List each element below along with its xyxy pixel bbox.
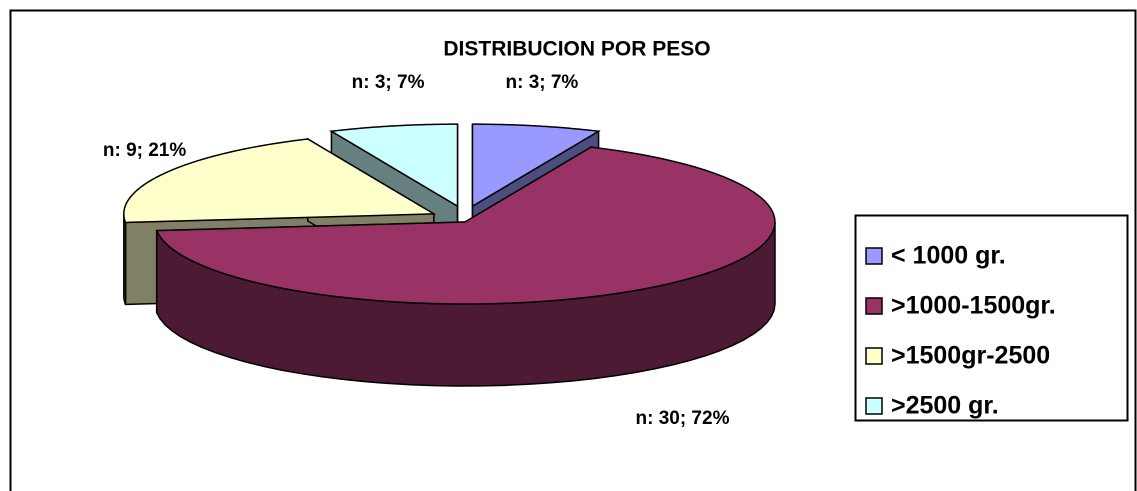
legend-label: >2500 gr.: [891, 392, 999, 420]
slice: [155, 145, 776, 387]
legend-swatch: [865, 347, 883, 365]
legend-label: < 1000 gr.: [891, 242, 1006, 270]
slice-wall: [123, 213, 127, 305]
slice-top: [471, 123, 601, 208]
legend-swatch: [865, 397, 883, 415]
legend-label: >1500gr-2500: [891, 342, 1050, 370]
legend-label: >1000-1500gr.: [891, 292, 1056, 320]
slice-top: [123, 138, 437, 224]
data-label: n: 30; 72%: [635, 408, 729, 429]
legend-swatch: [865, 297, 883, 315]
slice-top: [155, 146, 776, 305]
legend-swatch: [865, 247, 883, 265]
chart-title: DISTRIBUCION POR PESO: [443, 38, 710, 61]
data-label: n: 3; 7%: [505, 72, 578, 93]
data-label: n: 9; 21%: [103, 140, 187, 161]
data-label: n: 3; 7%: [352, 72, 425, 93]
slice-top: [329, 123, 459, 208]
legend-box: [854, 214, 1129, 422]
